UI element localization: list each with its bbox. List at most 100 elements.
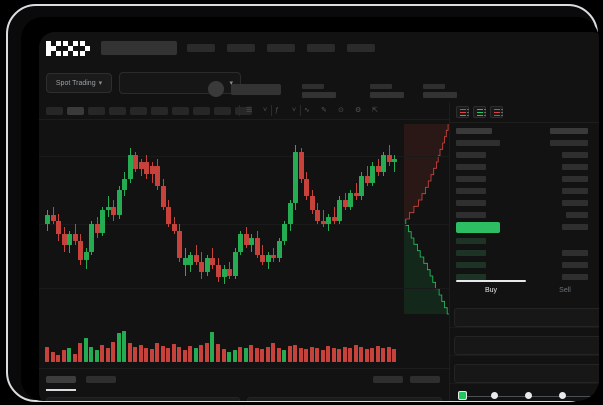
tab-buy[interactable]: Buy — [484, 287, 498, 294]
okx-logo-icon[interactable] — [46, 41, 90, 56]
orderbook-ask-row[interactable] — [456, 140, 500, 146]
volume-bar — [105, 348, 110, 362]
volume-bar — [160, 345, 165, 362]
nav-item-3[interactable] — [267, 44, 295, 52]
candlestick — [370, 120, 376, 320]
candlestick — [381, 120, 387, 320]
slider-stop-25[interactable] — [491, 392, 498, 399]
drawing-tools-icon[interactable]: ∿ — [304, 107, 310, 114]
order-price-field[interactable] — [454, 308, 599, 327]
fullscreen-icon[interactable]: ⇱ — [372, 107, 378, 114]
candlestick — [271, 120, 277, 320]
order-amount-field[interactable] — [454, 336, 599, 355]
settings-icon[interactable]: ⚙ — [355, 107, 362, 114]
chart-toolbar: ☰ ˅ ƒ ˅ ∿ ✎ ⊙ ⚙ ⇱ — [39, 102, 449, 120]
chart-interval-button-10[interactable] — [235, 107, 252, 115]
volume-bar — [138, 345, 143, 362]
orderbook-bid-amount — [562, 262, 588, 268]
candlestick — [232, 120, 238, 320]
bottom-content-block-2 — [247, 397, 442, 401]
chevron-down-icon: ▾ — [98, 80, 103, 87]
nav-item-2[interactable] — [227, 44, 255, 52]
chart-interval-button-8[interactable] — [193, 107, 210, 115]
orderbook-ask-row[interactable] — [456, 200, 486, 206]
candlestick — [298, 120, 304, 320]
volume-bar — [177, 346, 182, 362]
bottom-action-2[interactable] — [410, 376, 440, 383]
volume-bar — [144, 347, 149, 362]
volume-bar — [364, 349, 369, 362]
orderbook-view-modes — [456, 106, 503, 118]
bottom-content-block-1 — [46, 397, 240, 401]
market-type-selector[interactable]: Spot Trading ▾ — [46, 73, 112, 93]
market-type-label: Spot Trading — [55, 79, 96, 87]
candlestick — [138, 120, 144, 320]
candlestick — [375, 120, 381, 320]
camera-icon[interactable]: ⊙ — [338, 107, 344, 114]
nav-item-4[interactable] — [307, 44, 335, 52]
orderbook-bid-row[interactable] — [456, 274, 486, 280]
tab-sell[interactable]: Sell — [559, 287, 571, 294]
form-divider — [450, 383, 599, 384]
orderbook-ask-row[interactable] — [456, 176, 486, 182]
trade-sidebar: Buy Sell — [449, 102, 599, 401]
depth-chart-svg — [404, 124, 449, 315]
chart-interval-button-7[interactable] — [172, 107, 189, 115]
chart-type-chevron-icon[interactable]: ˅ — [263, 107, 268, 114]
volume-bar — [210, 332, 215, 362]
slider-stop-100[interactable] — [593, 392, 599, 399]
orderbook-bid-row[interactable] — [456, 238, 486, 244]
amount-slider[interactable] — [458, 391, 599, 401]
volume-bar — [309, 346, 314, 362]
chart-interval-button-2[interactable] — [67, 107, 84, 115]
orderbook-ask-amount — [562, 188, 588, 194]
chart-interval-button-4[interactable] — [109, 107, 126, 115]
orderbook-ask-row[interactable] — [456, 212, 486, 218]
candlestick — [193, 120, 199, 320]
orderbook-ask-row[interactable] — [456, 152, 486, 158]
price-chart[interactable] — [39, 120, 449, 320]
orderbook-ask-amount — [562, 164, 588, 170]
chart-interval-button-9[interactable] — [214, 107, 231, 115]
candlestick — [221, 120, 227, 320]
candlestick — [254, 120, 260, 320]
chart-type-icon[interactable]: ☰ — [246, 107, 253, 114]
candlestick — [320, 120, 326, 320]
ticker-stat-1-value — [302, 92, 336, 98]
bottom-tab-order-history[interactable] — [86, 376, 116, 383]
order-total-field[interactable] — [454, 364, 599, 383]
pencil-icon[interactable]: ✎ — [321, 107, 327, 114]
chart-interval-button-6[interactable] — [151, 107, 168, 115]
indicators-chevron-icon[interactable]: ˅ — [292, 107, 297, 114]
slider-stop-75[interactable] — [559, 392, 566, 399]
slider-handle[interactable] — [458, 391, 467, 400]
candlestick — [342, 120, 348, 320]
chart-interval-button-1[interactable] — [46, 107, 63, 115]
candlestick — [243, 120, 249, 320]
candlestick — [182, 120, 188, 320]
indicators-icon[interactable]: ƒ — [275, 107, 279, 114]
chart-interval-button-5[interactable] — [130, 107, 147, 115]
orderbook-view-both-icon[interactable] — [456, 106, 469, 118]
orderbook-ask-row[interactable] — [456, 164, 486, 170]
orderbook-view-asks-icon[interactable] — [490, 106, 503, 118]
orders-panel — [39, 368, 449, 401]
depth-bids-area — [404, 219, 449, 314]
volume-bar — [260, 349, 265, 362]
nav-item-5[interactable] — [347, 44, 375, 52]
candlestick — [67, 120, 73, 320]
slider-stop-50[interactable] — [525, 392, 532, 399]
candlestick — [364, 120, 370, 320]
orderbook-bid-row[interactable] — [456, 262, 486, 268]
chart-interval-button-3[interactable] — [88, 107, 105, 115]
nav-item-1[interactable] — [187, 44, 215, 52]
bottom-tab-open-orders[interactable] — [46, 376, 76, 383]
bottom-action-1[interactable] — [373, 376, 403, 383]
orderbook-bid-row[interactable] — [456, 250, 486, 256]
volume-bar — [111, 341, 116, 362]
orderbook-view-bids-icon[interactable] — [473, 106, 486, 118]
volume-bar — [320, 350, 325, 362]
candlestick — [155, 120, 161, 320]
header-search-input[interactable] — [101, 41, 177, 55]
orderbook-ask-row[interactable] — [456, 188, 486, 194]
